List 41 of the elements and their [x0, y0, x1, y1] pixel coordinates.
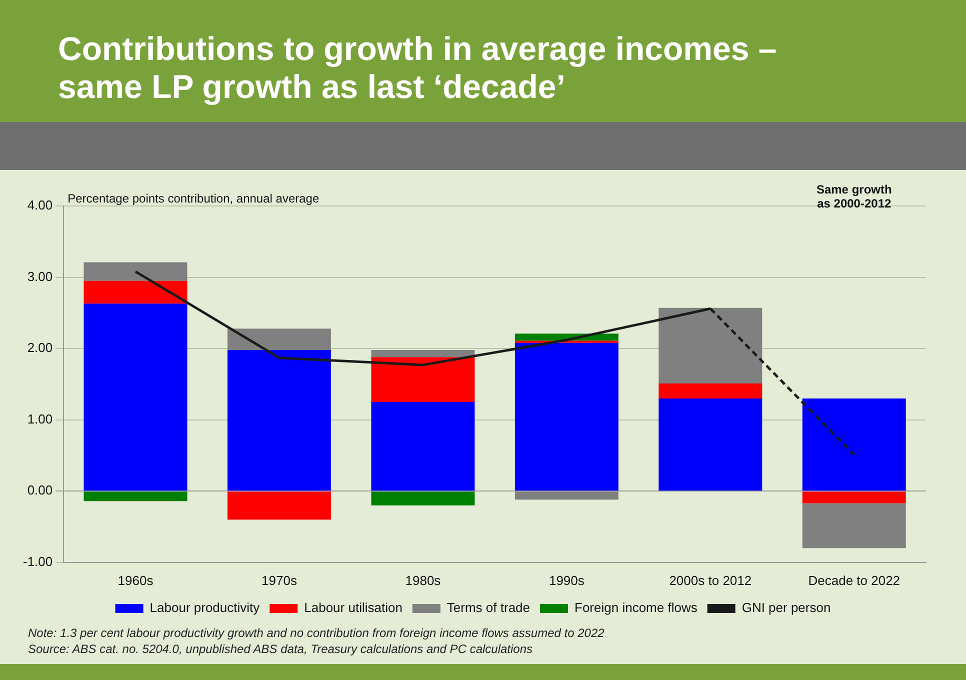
- bar: [371, 492, 475, 506]
- bar: [371, 350, 475, 358]
- legend-label: Foreign income flows: [574, 600, 698, 616]
- bar: [84, 262, 188, 281]
- bar: [371, 402, 475, 491]
- bar: [227, 492, 331, 520]
- legend-label: Labour utilisation: [304, 600, 402, 616]
- bar: [84, 492, 188, 502]
- x-tick-label: 1960s: [118, 572, 154, 588]
- x-tick-label: 1990s: [548, 572, 585, 588]
- bar: [227, 350, 331, 491]
- bar: [514, 492, 618, 500]
- bar: [227, 328, 331, 350]
- y-tick-label: 3.00: [27, 268, 53, 284]
- chart-title: Contributions to growth in average incomes – same LP growth as last ‘decade’: [0, 0, 966, 122]
- y-axis-title: Percentage points contribution, annual average: [68, 191, 320, 206]
- x-tick-label: Decade to 2022: [808, 572, 900, 588]
- x-tick-label: 1980s: [405, 572, 442, 588]
- bar: [84, 304, 188, 491]
- y-tick-label: 1.00: [27, 411, 53, 426]
- bar: [658, 308, 762, 384]
- bar: [802, 503, 906, 548]
- legend-label: Terms of trade: [446, 600, 530, 616]
- y-tick-label: 2.00: [27, 340, 53, 356]
- source-note: Source: ABS cat. no. 5204.0, unpublished ABS data, Treasury calculations and PC calculations: [28, 641, 534, 657]
- y-tick-label: 4.00: [27, 198, 53, 213]
- x-tick-label: 1970s: [262, 572, 298, 588]
- legend-label: Labour productivity: [150, 600, 260, 616]
- x-tick-label: 2000s to 2012: [669, 572, 752, 588]
- text: Note: 1.3 per cent labour productivity growth and no contribution from foreign income flows assumed to 2022: [28, 625, 604, 641]
- y-tick-label: -1.00: [22, 554, 53, 569]
- bar: [371, 357, 475, 402]
- legend-label: GNI per person: [742, 600, 831, 616]
- bar: [802, 492, 906, 504]
- bar: [84, 280, 188, 304]
- bar: [802, 398, 906, 491]
- bar: [514, 342, 618, 491]
- y-tick-label: 0.00: [27, 482, 53, 498]
- bar: [658, 398, 762, 491]
- bar: [658, 383, 762, 398]
- annotation: Same growth as 2000-2012: [816, 182, 892, 210]
